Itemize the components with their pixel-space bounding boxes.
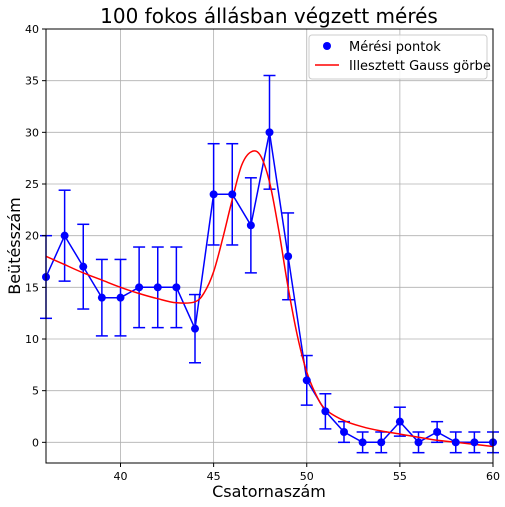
chart-title: 100 fokos állásban végzett mérés [100, 4, 438, 28]
x-axis-label: Csatornaszám [212, 482, 326, 501]
x-tick-label: 60 [486, 470, 500, 483]
data-point [191, 324, 199, 333]
y-tick-label: 40 [25, 23, 39, 36]
data-point [60, 231, 69, 240]
x-tick-label: 55 [393, 470, 407, 483]
y-axis: 0 5 10 15 20 25 30 35 40 [25, 23, 46, 449]
legend-label-line: Illesztett Gauss görbe [349, 59, 491, 74]
plot-area [40, 74, 499, 454]
legend: Mérési pontok Illesztett Gauss görbe [308, 34, 491, 80]
y-tick-label: 10 [25, 333, 39, 346]
x-axis: 40 45 50 55 60 [114, 463, 500, 483]
x-tick-label: 50 [300, 470, 314, 483]
data-point [246, 221, 255, 230]
data-point [79, 262, 88, 271]
data-point [135, 283, 144, 292]
y-tick-label: 15 [25, 281, 39, 294]
data-point [302, 376, 311, 385]
data-point [321, 407, 330, 416]
data-point [395, 417, 404, 426]
data-point [209, 190, 218, 199]
data-point [153, 283, 162, 292]
legend-label-points: Mérési pontok [349, 40, 441, 55]
data-point [97, 293, 106, 302]
data-point [116, 293, 125, 302]
legend-box [308, 34, 488, 80]
legend-marker-points [323, 42, 331, 50]
y-tick-label: 25 [25, 178, 39, 191]
gauss-fit-curve [45, 150, 494, 448]
data-point [284, 252, 293, 261]
y-axis-label: Beütésszám [5, 197, 24, 295]
data-point [340, 428, 348, 436]
x-tick-label: 45 [207, 470, 221, 483]
data-point [265, 128, 274, 137]
data-point [414, 438, 423, 447]
data-point [470, 438, 479, 447]
x-tick-label: 40 [114, 470, 128, 483]
data-point [377, 438, 386, 447]
data-point [433, 428, 442, 436]
data-point [358, 438, 367, 447]
y-tick-label: 35 [25, 75, 39, 88]
data-point [451, 438, 460, 447]
plot-frame [45, 28, 494, 464]
y-tick-label: 0 [32, 436, 39, 449]
y-tick-label: 30 [25, 126, 39, 139]
data-point [228, 190, 237, 199]
y-tick-label: 5 [32, 385, 39, 398]
data-point [172, 283, 181, 292]
y-tick-label: 20 [25, 230, 39, 243]
